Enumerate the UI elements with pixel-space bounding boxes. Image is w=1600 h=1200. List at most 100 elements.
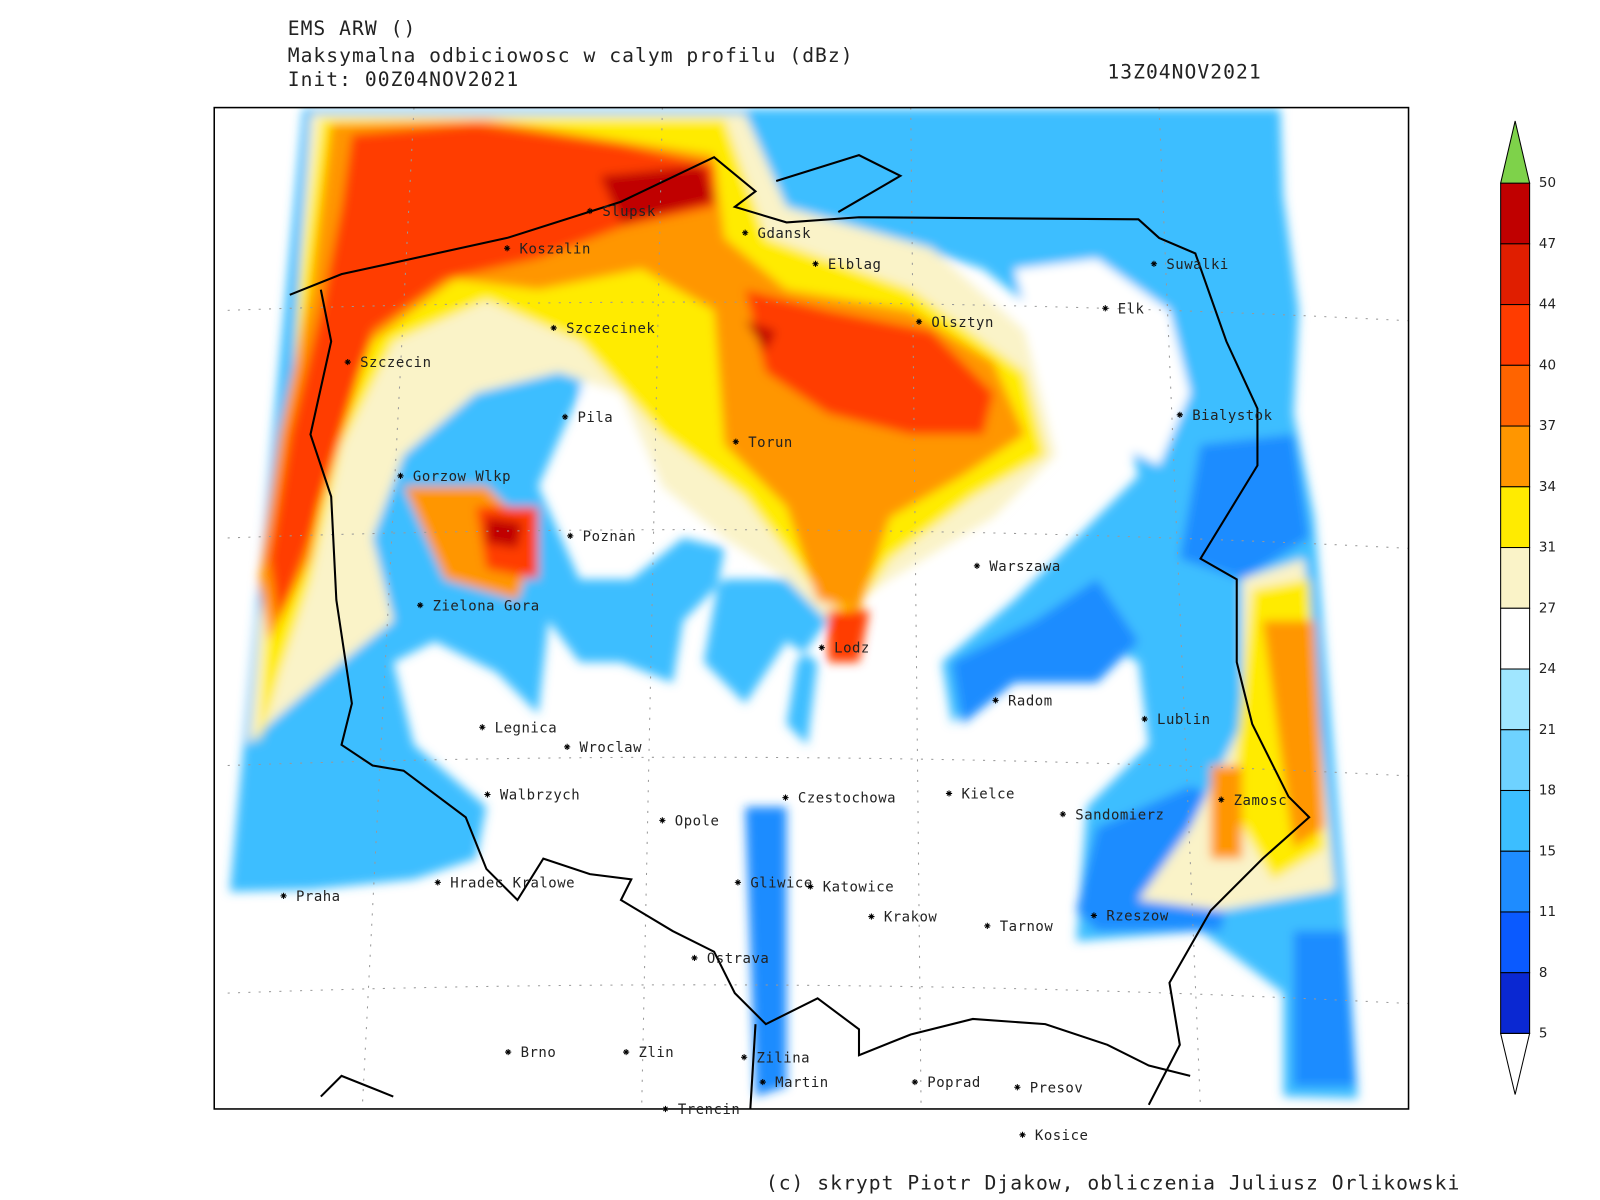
city-marker [280,892,287,899]
city-marker [659,817,666,824]
city-labels: Slupsk Koszalin Gdansk Elblag Suwalki Elk Olsz… [280,204,1287,1144]
city-name: Czestochowa [798,791,896,807]
city-name: Tarnow [1000,919,1054,935]
colorbar-segment [1500,182,1531,245]
colorbar-label: 50 [1539,176,1556,191]
init-time: Init: 00Z04NOV2021 [288,68,520,91]
city-marker [504,245,511,252]
city-name: Sandomierz [1075,807,1164,823]
city-marker [662,1105,669,1113]
city-marker [992,697,999,704]
city-name: Suwalki [1166,257,1228,273]
city-marker [691,954,698,962]
city-name: Presov [1030,1080,1084,1096]
city-name: Rzeszow [1106,909,1169,925]
city-name: Legnica [495,720,557,736]
city-marker [782,794,789,801]
city-name: Ostrava [707,951,769,967]
city-name: Elk [1118,301,1145,317]
map-frame [213,106,1410,1110]
city-name: Katowice [823,880,894,896]
colorbar-label: 11 [1539,905,1556,920]
colorbar-segment [1500,850,1531,913]
city-name: Warszawa [989,559,1060,575]
city-name: Lublin [1157,712,1211,728]
colorbar-segment [1500,668,1531,731]
colorbar-label: 31 [1539,541,1556,556]
colorbar-under [1499,1032,1531,1095]
radar-field [227,107,1408,1109]
colorbar-segment [1500,425,1531,488]
colorbar-label: 24 [1539,662,1556,677]
city-marker [564,743,571,750]
city-name: Szczecin [360,355,431,371]
city-name: Kosice [1035,1128,1089,1144]
city-marker [1218,796,1225,803]
city-marker [734,879,742,886]
colorbar-segment [1500,547,1531,609]
city-marker [812,260,819,267]
city-marker [586,207,594,215]
city-name: Torun [748,435,793,451]
city-marker [344,358,351,366]
city-marker [550,324,557,332]
city-name: Bialystok [1192,408,1272,424]
model-name: EMS ARW () [288,17,417,40]
colorbar-segment [1500,972,1531,1034]
colorbar-segment [1500,607,1531,670]
colorbar-label: 15 [1539,844,1556,859]
city-name: Koszalin [520,241,591,257]
city-marker [397,472,404,479]
city-marker [417,602,424,609]
colorbar-label: 27 [1539,601,1556,616]
graticule [227,107,1408,1109]
city-marker [434,879,441,886]
city-marker [1014,1084,1021,1091]
colorbar-label: 21 [1539,723,1556,738]
city-name: Zilina [757,1050,811,1066]
city-marker [1090,912,1098,919]
city-name: Poznan [583,529,637,545]
colorbar: 50 47 44 40 37 34 31 27 24 21 18 15 11 8 5 [1499,120,1556,1095]
city-marker [505,1048,512,1056]
city-marker [911,1078,918,1086]
city-name: Kielce [961,787,1015,803]
city-marker [1102,305,1109,312]
city-name: Radom [1008,694,1053,710]
colorbar-segment [1500,364,1531,427]
colorbar-label: 44 [1539,298,1556,313]
colorbar-segment [1500,486,1531,549]
city-name: Walbrzych [500,788,580,804]
city-marker [623,1048,630,1056]
city-name: Slupsk [602,204,656,220]
city-name: Hradec Kralowe [450,876,575,892]
city-name: Zlin [639,1045,675,1061]
city-marker [818,644,825,651]
city-name: Brno [521,1045,557,1061]
colorbar-label: 8 [1539,966,1548,981]
colorbar-segment [1500,789,1531,852]
city-name: Martin [775,1075,829,1091]
city-marker [741,1054,748,1061]
city-name: Lodz [834,641,870,657]
city-name: Olsztyn [931,315,993,331]
colorbar-label: 18 [1539,784,1556,799]
colorbar-label: 40 [1539,358,1556,373]
city-name: Gliwice [750,876,812,892]
credits: (c) skrypt Piotr Djakow, obliczenia Juli… [766,1172,1461,1195]
city-marker [984,922,991,929]
city-name: Trencin [678,1102,740,1118]
city-marker [561,413,569,420]
city-name: Elblag [828,257,882,273]
colorbar-label: 34 [1539,480,1556,495]
colorbar-label: 37 [1539,419,1556,434]
colorbar-segment [1500,243,1531,306]
city-name: Zielona Gora [433,598,540,614]
city-name: Poprad [927,1075,981,1091]
city-name: Krakow [884,910,938,926]
city-name: Gorzow Wlkp [413,469,511,485]
city-marker [742,229,749,236]
city-name: Zamosc [1234,793,1288,809]
field-title: Maksymalna odbiciowosc w calym profilu (… [288,44,854,67]
